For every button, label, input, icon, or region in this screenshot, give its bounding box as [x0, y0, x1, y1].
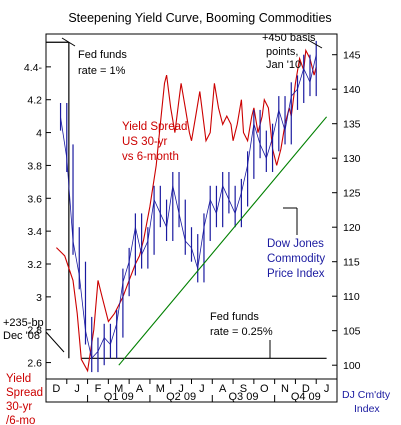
month-label: D [302, 383, 310, 395]
right-tick-label: 100 [343, 360, 361, 372]
left-tick-label: 3.8 [27, 160, 42, 172]
annotation-djcmdty-axis: DJ Cm'dty Index [342, 389, 391, 415]
left-axis-ticks: 2.6 2.8 3 3.2 3.4 3.6 3.8 4 4.2 4.4- [24, 62, 51, 370]
ys-axis-line3: 30-yr [6, 401, 32, 413]
commodity-index-line [60, 54, 317, 360]
annotation-yield-spread-axis: Yield Spread 30-yr /6-mo [6, 373, 43, 425]
annotation-450bp: +450 basis points, Jan '10 [262, 32, 323, 71]
month-label: J [199, 383, 205, 395]
right-tick-label: 140 [343, 84, 361, 96]
bp450-line3: Jan '10 [266, 59, 301, 71]
right-tick-label: 105 [343, 326, 361, 338]
left-tick-label: 2.8 [27, 325, 42, 337]
right-tick-label: 120 [343, 222, 361, 234]
annotation-yield-spread-us: Yield Spread US 30-yr vs 6-month [122, 121, 187, 163]
commodity-trend-line [118, 116, 328, 366]
annotation-fed-1pct: Fed funds rate = 1% [61, 37, 127, 77]
left-tick-label: 4.4- [24, 62, 43, 74]
bp450-pointer [307, 39, 323, 49]
ys-axis-line2: Spread [6, 387, 43, 399]
month-label: D [52, 383, 60, 395]
annotation-fed-025: Fed funds rate = 0.25% [210, 311, 273, 358]
chart-title: Steepening Yield Curve, Booming Commodit… [68, 11, 331, 25]
ys-axis-line4: /6-mo [6, 415, 35, 425]
djcpi-line1: Dow Jones [267, 238, 324, 250]
month-label: M [156, 383, 165, 395]
left-tick-label: 3.2 [27, 259, 42, 271]
month-label: J [178, 383, 184, 395]
right-tick-label: 110 [343, 291, 360, 303]
month-label: J [74, 383, 80, 395]
yield-spread-us-line2: US 30-yr [122, 136, 168, 148]
left-tick-label: 4.2 [27, 95, 42, 107]
fed-funds-1pct-line1: Fed funds [78, 49, 127, 61]
left-tick-label: 3 [36, 292, 42, 304]
month-label: N [281, 383, 289, 395]
dj-axis-line2: Index [354, 403, 380, 415]
fed-funds-1pct-line2: rate = 1% [78, 65, 126, 77]
month-label: J [324, 383, 330, 395]
annotation-djcpi: Dow Jones Commodity Price Index [267, 207, 325, 280]
right-tick-label: 135 [343, 119, 361, 131]
month-label: S [240, 383, 247, 395]
right-tick-label: 125 [343, 188, 361, 200]
quarter-label: Q3 09 [228, 391, 258, 403]
right-tick-label: 130 [343, 153, 361, 165]
dj-axis-line1: DJ Cm'dty [342, 389, 391, 401]
right-axis-ticks: 100 105 110 115 120 125 130 135 140 145 [332, 50, 361, 372]
fed-025-line1: Fed funds [210, 311, 259, 323]
month-label: F [95, 383, 102, 395]
fed-025-line2: rate = 0.25% [210, 326, 273, 338]
month-label: M [114, 383, 123, 395]
month-label: A [219, 383, 227, 395]
left-tick-label: 3.6 [27, 193, 42, 205]
bp235-line2: Dec '08 [3, 330, 40, 342]
reference-lines [46, 41, 327, 359]
series-layer [56, 40, 328, 373]
ys-axis-line1: Yield [6, 373, 31, 385]
yield-spread-us-line3: vs 6-month [122, 151, 179, 163]
month-label: A [136, 383, 144, 395]
yield-spread-us-line1: Yield Spread [122, 121, 187, 133]
djcpi-line3: Price Index [267, 268, 325, 280]
bp235-pointer [45, 331, 65, 353]
quarter-label: Q4 09 [291, 391, 321, 403]
left-tick-label: 2.6 [27, 358, 42, 370]
left-tick-label: 3.4 [27, 226, 42, 238]
quarter-label: Q1 09 [104, 391, 134, 403]
yield-spread-line [56, 48, 317, 373]
fed-1pct-pointer [61, 37, 76, 47]
month-separators [66, 379, 317, 384]
month-label: O [260, 383, 269, 395]
bp450-line1: +450 basis [262, 32, 316, 44]
djcpi-line2: Commodity [267, 253, 325, 265]
right-tick-label: 115 [343, 257, 360, 269]
bp450-line2: points, [266, 46, 298, 58]
bp235-line1: +235-bp [3, 317, 44, 329]
right-tick-label: 145 [343, 50, 361, 62]
quarter-label: Q2 09 [166, 391, 196, 403]
annotation-235bp: +235-bp Dec '08 [3, 317, 65, 353]
left-tick-label: 4 [36, 128, 42, 140]
quarter-labels: Q1 09 Q2 09 Q3 09 Q4 09 [87, 391, 338, 403]
plot-frame [45, 33, 338, 380]
